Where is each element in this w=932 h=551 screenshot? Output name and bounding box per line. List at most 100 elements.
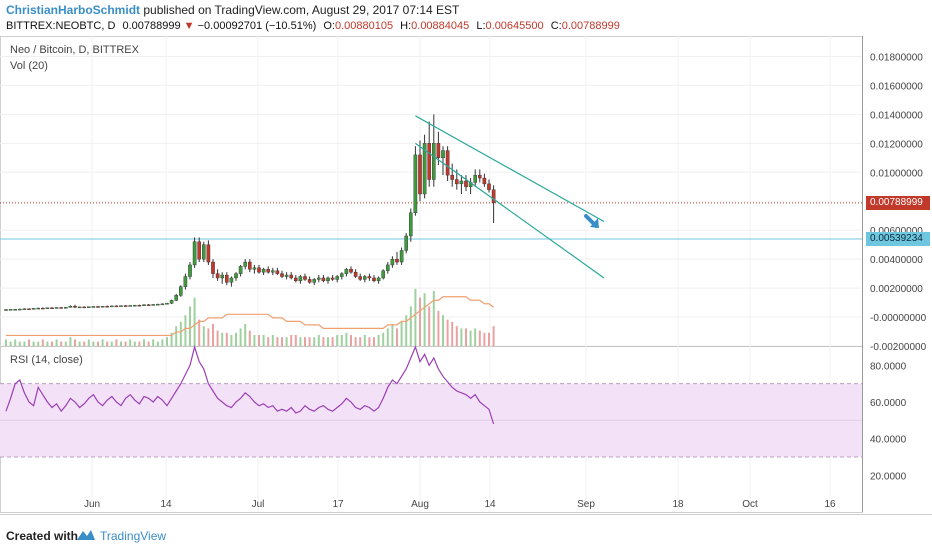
candle-body <box>142 304 146 306</box>
candle-body <box>317 277 321 280</box>
candle-body <box>409 212 413 237</box>
candle-body <box>284 274 289 277</box>
price-tick-label: -0.00000000 <box>870 313 927 324</box>
volume-bar <box>87 339 90 346</box>
price-tick-label: 0.01600000 <box>870 81 923 92</box>
volume-bar <box>386 328 389 346</box>
candle-body <box>86 306 91 308</box>
volume-bar <box>442 315 444 346</box>
channel-lower-line <box>415 142 605 279</box>
candle-body <box>22 308 27 310</box>
symbol-legend: Neo / Bitcoin, D, BITTREX <box>10 44 139 56</box>
rsi-tick-label: 60.0000 <box>870 398 907 409</box>
published-text: published on TradingView.com, August 29,… <box>143 3 460 17</box>
candle-body <box>487 183 491 190</box>
volume-bar <box>184 315 187 346</box>
candle-body <box>63 307 68 309</box>
chart-header: ChristianHarboSchmidt published on Tradi… <box>0 0 932 36</box>
author-link[interactable]: ChristianHarboSchmidt <box>6 3 141 17</box>
rsi-line-layer <box>5 344 495 425</box>
volume-ma-line <box>6 296 494 337</box>
chart-area[interactable]: 0.01800000 0.01600000 0.01400000 0.01200000… <box>0 36 932 514</box>
candle-body <box>238 266 243 274</box>
candle-body <box>266 269 271 273</box>
last-price: 0.00788999 <box>122 20 181 32</box>
candle-body <box>261 269 266 273</box>
candle-body <box>183 276 188 287</box>
candle-body <box>31 308 36 310</box>
volume-bar <box>492 326 495 346</box>
candle-body <box>220 274 225 279</box>
volume-bar <box>244 324 247 346</box>
chart-canvas[interactable]: 0.01800000 0.01600000 0.01400000 0.01200000… <box>0 36 932 514</box>
tradingview-brand-link[interactable]: TradingView <box>100 529 167 543</box>
volume-bar <box>267 337 270 346</box>
volume-bar <box>400 321 403 346</box>
candle-body <box>174 295 179 301</box>
volume-bar <box>32 341 35 346</box>
price-tick-label: 0.00600000 <box>870 226 923 237</box>
candle-body <box>73 305 77 308</box>
low-label: L: <box>476 20 486 32</box>
volume-bar <box>391 324 394 346</box>
last-price-tag: 0.00788999 <box>866 195 930 210</box>
volume-bar <box>478 330 481 346</box>
time-tick-label: 14 <box>160 499 172 510</box>
candle-body <box>422 143 427 195</box>
tradingview-logo-icon[interactable] <box>76 528 96 542</box>
volume-bar <box>276 337 279 346</box>
volume-bar <box>74 339 76 346</box>
down-arrow-icon: ▼ <box>183 20 195 32</box>
volume-bar <box>285 337 288 346</box>
candle-body <box>8 309 13 311</box>
volume-bar <box>488 332 490 346</box>
candle-body <box>105 305 109 308</box>
volume-bar <box>179 321 182 346</box>
candle-body <box>215 273 220 279</box>
candle-body <box>275 270 280 274</box>
volume-bar <box>405 315 408 346</box>
time-tick-label: 17 <box>332 499 344 510</box>
candle-body <box>77 306 82 309</box>
volume-bar <box>143 339 145 346</box>
rsi-legend: RSI (14, close) <box>10 354 83 366</box>
volume-bar <box>97 341 99 346</box>
candle-body <box>330 277 335 280</box>
volume-bar <box>377 335 380 346</box>
volume-bar <box>419 297 421 346</box>
volume-bar <box>396 328 398 346</box>
volume-bar <box>359 337 362 346</box>
volume-bar <box>225 332 228 346</box>
volume-bar <box>129 339 132 346</box>
candle-body <box>271 270 275 273</box>
candle-body <box>294 277 298 282</box>
volume-bar <box>28 339 30 346</box>
volume-bar <box>336 335 339 346</box>
volume-bar <box>409 306 412 346</box>
volume-bar <box>152 339 155 346</box>
volume-bar <box>216 330 219 346</box>
volume-bar <box>428 306 431 346</box>
candle-body <box>36 307 40 310</box>
volume-bar <box>455 326 458 346</box>
volume-bar <box>373 337 375 346</box>
candle-body <box>445 150 450 176</box>
candle-body <box>91 306 96 308</box>
publish-line: ChristianHarboSchmidt published on Tradi… <box>6 3 459 17</box>
volume-layer <box>5 288 495 346</box>
channel-layer <box>415 115 605 279</box>
volume-bar <box>437 310 440 346</box>
volume-bar <box>170 332 173 346</box>
volume-bar <box>115 339 118 346</box>
high-value: 0.00884045 <box>411 20 470 32</box>
volume-bar <box>432 291 435 346</box>
candle-body <box>404 235 409 251</box>
volume-bar <box>248 330 251 346</box>
volume-bar <box>198 319 201 346</box>
candle-body <box>363 276 367 280</box>
candle-body <box>192 241 197 266</box>
axis-labels-layer: 0.01800000 0.01600000 0.01400000 0.01200000… <box>84 52 927 510</box>
time-tick-label: Oct <box>742 499 758 510</box>
candle-body <box>59 307 63 309</box>
candle-body <box>491 189 496 204</box>
